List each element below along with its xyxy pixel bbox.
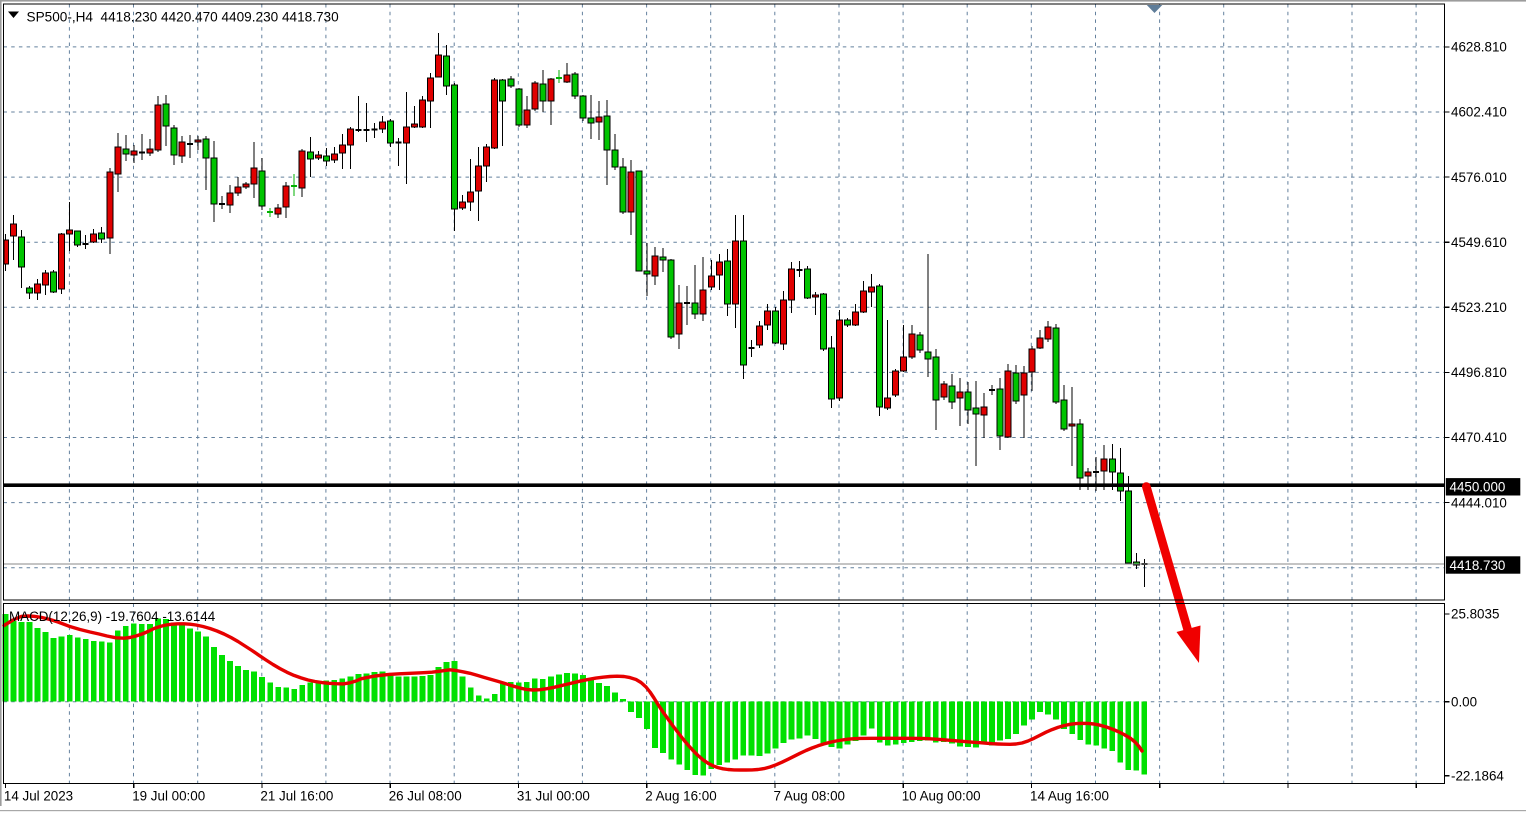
svg-text:14 Jul 2023: 14 Jul 2023 <box>4 789 73 804</box>
svg-text:SP500-,H4 4418.230 4420.470 4: SP500-,H4 4418.230 4420.470 4409.230 441… <box>27 10 340 25</box>
svg-text:7 Aug 08:00: 7 Aug 08:00 <box>774 789 845 804</box>
svg-text:4576.010: 4576.010 <box>1451 170 1507 185</box>
svg-text:21 Jul 16:00: 21 Jul 16:00 <box>260 789 333 804</box>
svg-text:4450.000: 4450.000 <box>1450 480 1506 495</box>
svg-text:4523.210: 4523.210 <box>1451 300 1507 315</box>
svg-text:31 Jul 00:00: 31 Jul 00:00 <box>517 789 590 804</box>
svg-text:4602.410: 4602.410 <box>1451 105 1507 120</box>
svg-text:26 Jul 08:00: 26 Jul 08:00 <box>389 789 462 804</box>
svg-text:25.8035: 25.8035 <box>1451 607 1499 622</box>
svg-text:2 Aug 16:00: 2 Aug 16:00 <box>645 789 716 804</box>
svg-text:4549.610: 4549.610 <box>1451 235 1507 250</box>
svg-text:4444.010: 4444.010 <box>1451 495 1507 510</box>
svg-text:4470.410: 4470.410 <box>1451 430 1507 445</box>
svg-text:4628.810: 4628.810 <box>1451 40 1507 55</box>
svg-text:-22.1864: -22.1864 <box>1451 768 1504 783</box>
svg-text:MACD(12,26,9) -19.7604 -13.614: MACD(12,26,9) -19.7604 -13.6144 <box>9 609 216 624</box>
svg-text:19 Jul 00:00: 19 Jul 00:00 <box>132 789 205 804</box>
svg-text:4418.730: 4418.730 <box>1450 558 1506 573</box>
svg-text:0.00: 0.00 <box>1451 694 1477 709</box>
svg-text:4496.810: 4496.810 <box>1451 365 1507 380</box>
svg-text:10 Aug 00:00: 10 Aug 00:00 <box>902 789 981 804</box>
svg-text:14 Aug 16:00: 14 Aug 16:00 <box>1030 789 1109 804</box>
